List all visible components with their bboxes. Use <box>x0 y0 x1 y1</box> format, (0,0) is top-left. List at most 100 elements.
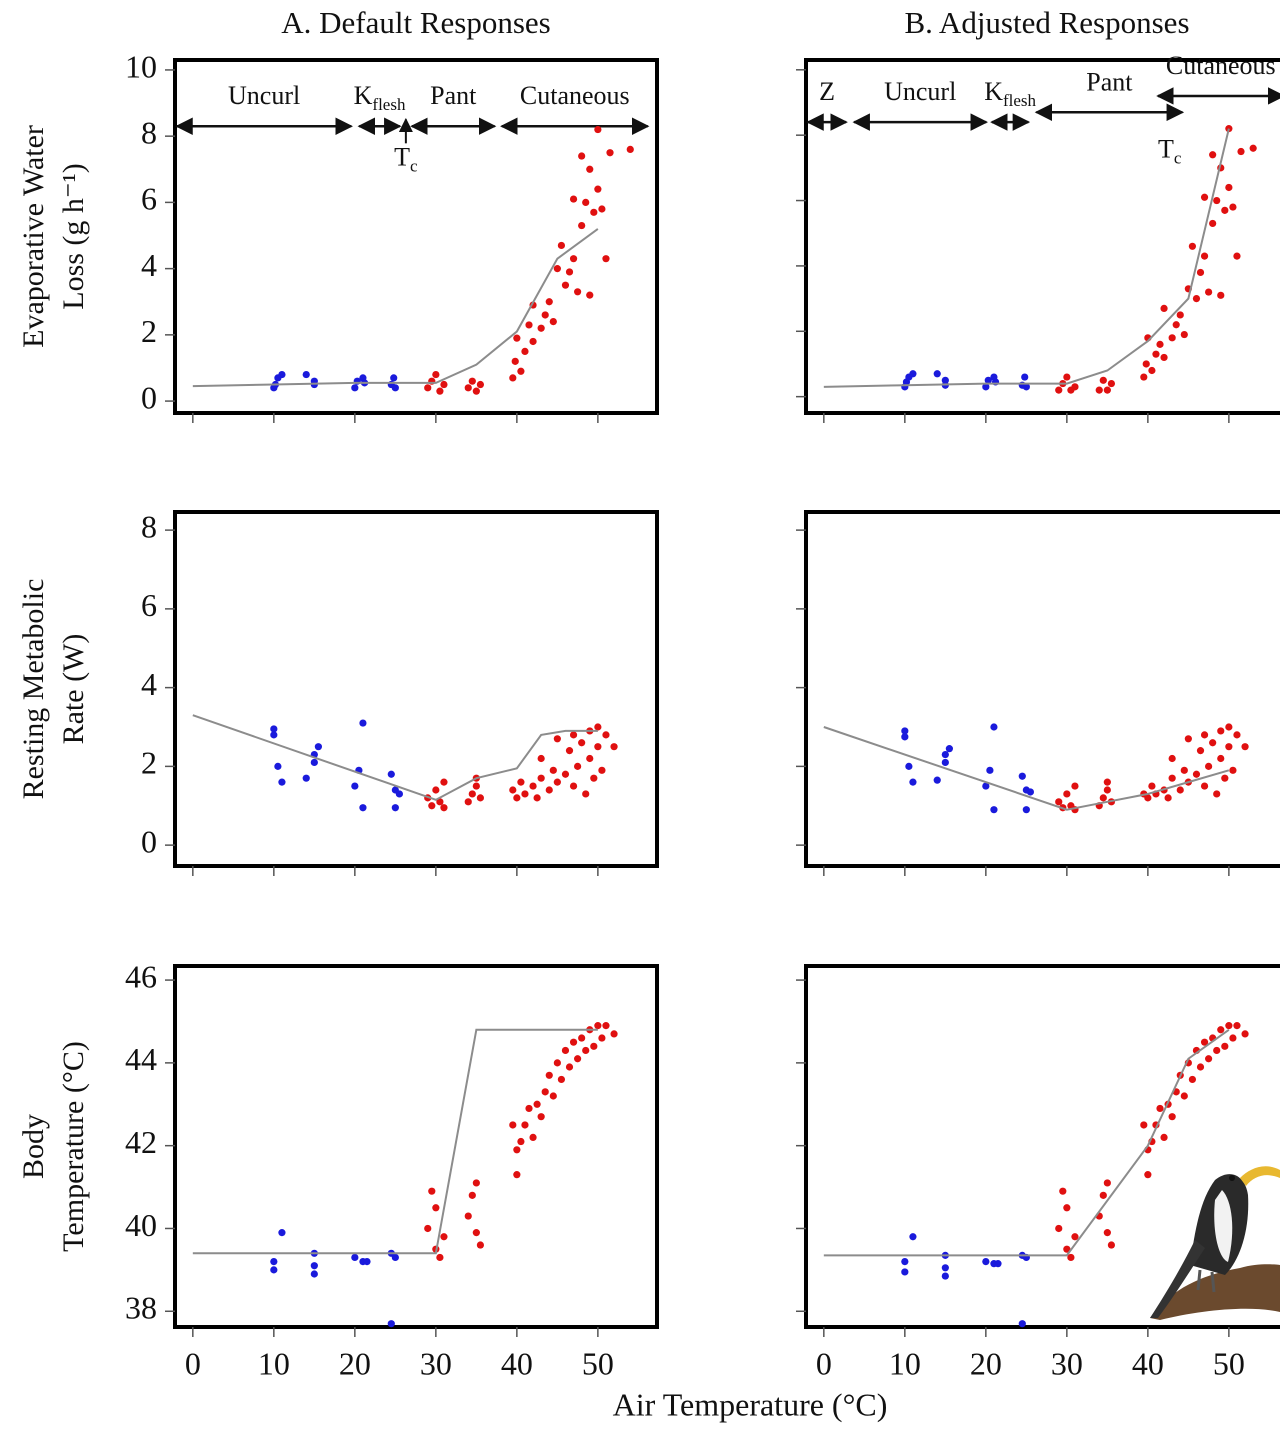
data-point <box>933 370 941 378</box>
data-point <box>274 762 282 770</box>
data-point <box>1107 379 1116 388</box>
data-point <box>994 1260 1002 1268</box>
data-point <box>424 384 432 392</box>
data-point <box>424 1224 432 1233</box>
data-point <box>1200 782 1209 790</box>
data-point <box>606 149 614 157</box>
data-point <box>1196 1063 1205 1071</box>
data-point <box>387 770 395 778</box>
data-point <box>513 794 521 802</box>
data-point <box>1241 743 1249 751</box>
plot-frame <box>804 58 1280 415</box>
data-point <box>270 725 278 733</box>
y-axis-label: Resting Metabolic <box>17 579 50 800</box>
data-point <box>578 739 586 747</box>
y-tick-label: 8 <box>141 115 157 151</box>
phase-label: Cutaneous <box>1166 51 1276 80</box>
data-point <box>391 1253 399 1262</box>
data-point <box>586 165 594 173</box>
data-point <box>1103 1229 1111 1237</box>
data-point <box>1144 1171 1152 1179</box>
data-point <box>1237 147 1245 156</box>
data-point <box>594 185 602 193</box>
tc-label-main: T <box>1158 134 1174 163</box>
data-point <box>1148 366 1156 375</box>
data-point <box>1217 1026 1225 1034</box>
data-point <box>933 776 941 784</box>
y-tick-label: 2 <box>141 745 157 781</box>
plot-frame <box>173 58 659 415</box>
data-point <box>472 387 480 395</box>
data-point <box>537 324 545 332</box>
data-point <box>1180 330 1188 339</box>
y-tick-label: 40 <box>125 1207 157 1243</box>
data-point <box>905 762 913 770</box>
data-point <box>1209 739 1217 747</box>
data-point <box>351 782 359 790</box>
data-point <box>428 1187 436 1195</box>
data-point <box>390 374 398 382</box>
data-point <box>1196 747 1205 755</box>
data-point <box>529 1133 537 1141</box>
phase-label: Pant <box>430 81 477 110</box>
x-tick-label: 40 <box>1132 1345 1164 1381</box>
data-point <box>1233 252 1241 260</box>
data-point <box>537 754 545 763</box>
data-point <box>1241 1030 1249 1038</box>
data-point <box>553 735 561 743</box>
y-tick-label: 2 <box>141 313 157 349</box>
data-point <box>1205 288 1213 296</box>
data-point <box>1168 754 1176 763</box>
data-point <box>513 1146 521 1154</box>
y-tick-label: 6 <box>141 587 157 623</box>
phase-label-main: K <box>984 77 1003 106</box>
phase-label: Uncurl <box>228 81 300 110</box>
phase-label-main: Uncurl <box>884 77 956 106</box>
data-point <box>990 723 998 731</box>
data-point <box>1107 1241 1116 1249</box>
plot-frame <box>804 510 1280 868</box>
data-point <box>1103 1179 1111 1187</box>
data-point <box>529 337 537 346</box>
data-point <box>1095 386 1103 394</box>
y-tick-label: 4 <box>141 247 157 283</box>
data-point <box>351 1253 359 1262</box>
data-point <box>541 311 549 319</box>
data-point <box>1168 774 1176 782</box>
data-point <box>517 367 525 375</box>
phase-label: Pant <box>1086 67 1133 96</box>
data-point <box>578 221 586 230</box>
data-point <box>1192 295 1201 303</box>
data-point <box>574 288 582 296</box>
data-point <box>472 1179 480 1187</box>
x-tick-label: 50 <box>582 1345 614 1381</box>
data-point <box>464 384 472 392</box>
phase-label: Z <box>819 77 835 106</box>
y-tick-label: 38 <box>125 1290 157 1326</box>
data-point <box>1148 782 1156 790</box>
data-point <box>310 1262 318 1270</box>
data-point <box>1160 353 1168 362</box>
data-point <box>1142 360 1150 368</box>
data-point <box>436 798 444 806</box>
y-axis-label: Body <box>17 1114 50 1179</box>
data-point <box>1160 1133 1168 1141</box>
data-point <box>1156 340 1164 348</box>
y-tick-label: 44 <box>125 1041 157 1077</box>
data-point <box>1217 754 1225 763</box>
data-point <box>586 754 594 763</box>
data-point <box>1021 373 1029 381</box>
data-point <box>1140 373 1148 381</box>
phase-label-main: Pant <box>430 81 477 110</box>
data-point <box>594 125 602 134</box>
panel-title: B. Adjusted Responses <box>904 5 1189 40</box>
y-tick-label: 46 <box>125 958 157 994</box>
data-point <box>278 1229 286 1237</box>
data-point <box>525 321 533 329</box>
data-point <box>549 1092 557 1100</box>
data-point <box>517 778 525 786</box>
y-tick-label: 4 <box>141 666 157 702</box>
data-point <box>553 1059 561 1067</box>
data-point <box>1176 786 1184 794</box>
data-point <box>594 723 602 731</box>
